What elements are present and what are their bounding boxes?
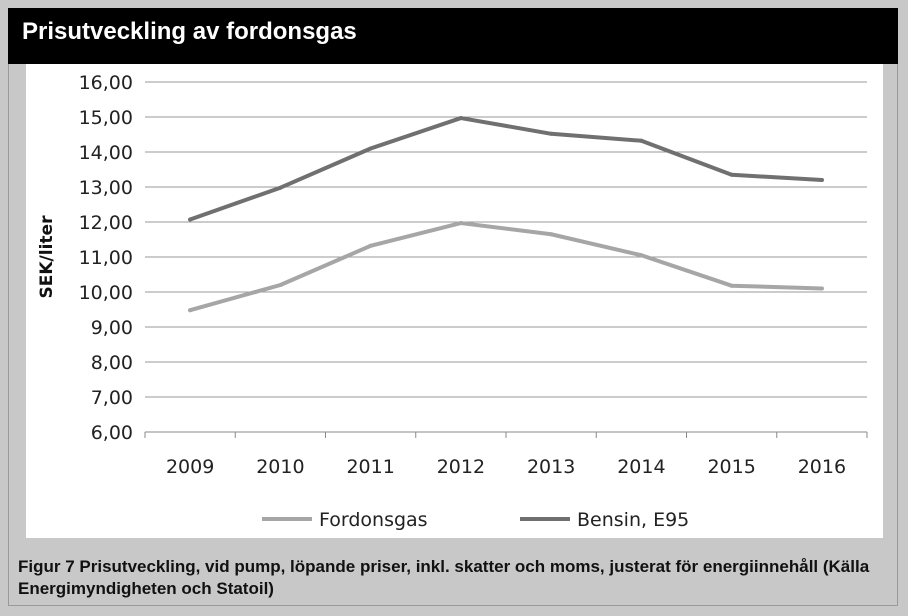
legend-label: Bensin, E95 bbox=[577, 509, 689, 531]
y-tick-label: 9,00 bbox=[91, 317, 133, 339]
y-tick-label: 6,00 bbox=[91, 422, 133, 444]
data-point bbox=[549, 232, 554, 237]
title-bar: Prisutveckling av fordonsgas bbox=[8, 8, 898, 64]
data-point bbox=[278, 185, 283, 190]
legend-label: Fordonsgas bbox=[319, 509, 428, 531]
x-tick-label: 2010 bbox=[256, 456, 304, 478]
data-point bbox=[639, 253, 644, 258]
data-point bbox=[819, 286, 824, 291]
y-tick-label: 14,00 bbox=[79, 142, 133, 164]
x-tick-label: 2014 bbox=[617, 456, 665, 478]
plot-panel bbox=[26, 64, 883, 538]
chart-title: Prisutveckling av fordonsgas bbox=[22, 18, 357, 45]
figure-caption: Figur 7 Prisutveckling, vid pump, löpand… bbox=[18, 557, 870, 598]
data-point bbox=[368, 243, 373, 248]
y-tick-label: 7,00 bbox=[91, 387, 133, 409]
y-tick-label: 15,00 bbox=[79, 107, 133, 129]
y-tick-label: 11,00 bbox=[79, 247, 133, 269]
y-tick-label: 12,00 bbox=[79, 212, 133, 234]
data-point bbox=[278, 283, 283, 287]
series-line-1 bbox=[188, 221, 824, 313]
x-tick-label: 2013 bbox=[527, 456, 575, 478]
data-point bbox=[188, 217, 193, 222]
data-point bbox=[368, 146, 373, 151]
data-point bbox=[458, 221, 463, 226]
x-tick-label: 2016 bbox=[798, 456, 846, 478]
data-point bbox=[639, 138, 644, 143]
x-tick-label: 2012 bbox=[437, 456, 485, 478]
data-point bbox=[729, 172, 734, 177]
series-line-2 bbox=[188, 116, 824, 222]
data-point bbox=[729, 283, 734, 288]
x-tick-label: 2015 bbox=[707, 456, 755, 478]
data-point bbox=[458, 116, 463, 121]
y-tick-label: 16,00 bbox=[79, 72, 133, 94]
data-point bbox=[819, 178, 824, 182]
y-tick-label: 13,00 bbox=[79, 177, 133, 199]
y-axis-label: SEK/liter bbox=[37, 215, 57, 299]
x-tick-label: 2011 bbox=[346, 456, 394, 478]
y-tick-label: 10,00 bbox=[79, 282, 133, 304]
y-tick-label: 8,00 bbox=[91, 352, 133, 374]
data-point bbox=[549, 131, 554, 136]
x-tick-label: 2009 bbox=[166, 456, 214, 478]
data-point bbox=[188, 308, 193, 313]
